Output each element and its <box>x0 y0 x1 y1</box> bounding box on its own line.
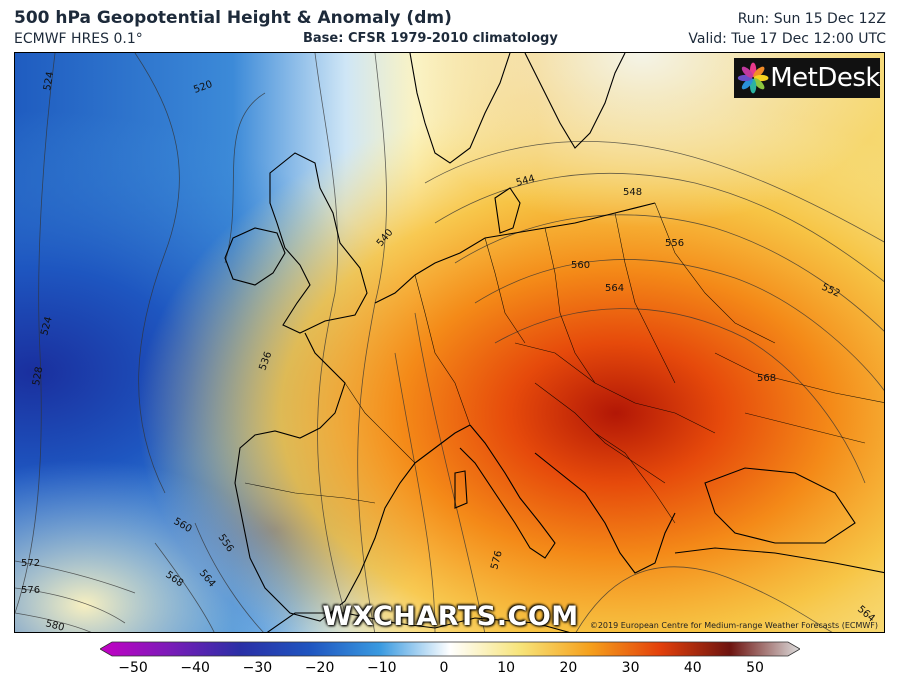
contour-label: 544 <box>515 173 536 189</box>
colorbar-ramp <box>100 641 800 657</box>
contour-label: 580 <box>44 618 65 633</box>
coastlines <box>224 53 884 632</box>
contour-label: 524 <box>39 315 55 336</box>
colorbar-tick-label: 30 <box>621 660 640 676</box>
colorbar-tick-label: −10 <box>367 660 397 676</box>
contour-label: 568 <box>757 373 776 384</box>
colorbar <box>100 641 800 657</box>
logo-text: MetDesk <box>770 63 880 93</box>
contour-label: 576 <box>21 585 40 596</box>
run-time: Run: Sun 15 Dec 12Z <box>737 11 886 27</box>
colorbar-tick-label: −50 <box>118 660 148 676</box>
anomaly-map: 524 520 544 540 548 556 560 552 564 524 … <box>15 53 884 633</box>
metdesk-logo: MetDesk <box>734 58 880 98</box>
valid-time: Valid: Tue 17 Dec 12:00 UTC <box>688 31 886 47</box>
colorbar-tick-label: −40 <box>180 660 210 676</box>
wxcharts-watermark: WXCHARTS.COM <box>322 601 579 632</box>
contour-label: 564 <box>605 283 624 294</box>
climatology-base: Base: CFSR 1979-2010 climatology <box>303 31 558 46</box>
copyright-notice: ©2019 European Centre for Medium-range W… <box>589 621 878 630</box>
contour-label: 528 <box>31 366 45 387</box>
contour-label: 576 <box>489 549 505 570</box>
colorbar-tick-label: −20 <box>304 660 335 676</box>
map-panel: 524 520 544 540 548 556 560 552 564 524 … <box>14 52 885 633</box>
colorbar-tick-label: 20 <box>559 660 578 676</box>
metdesk-flower-icon <box>737 62 769 94</box>
contour-label: 560 <box>571 260 590 271</box>
contour-label: 548 <box>623 187 642 198</box>
height-contours <box>15 53 884 632</box>
contour-label: 524 <box>42 71 56 92</box>
model-name: ECMWF HRES 0.1° <box>14 31 143 47</box>
colorbar-tick-label: 10 <box>497 660 516 676</box>
chart-title: 500 hPa Geopotential Height & Anomaly (d… <box>14 8 452 28</box>
colorbar-tick-label: 40 <box>683 660 702 676</box>
country-borders <box>244 202 884 524</box>
colorbar-tick-label: −30 <box>242 660 273 676</box>
contour-label: 572 <box>21 558 40 569</box>
colorbar-tick-label: 0 <box>439 660 449 676</box>
contour-label: 556 <box>665 238 684 249</box>
colorbar-tick-label: 50 <box>746 660 764 676</box>
